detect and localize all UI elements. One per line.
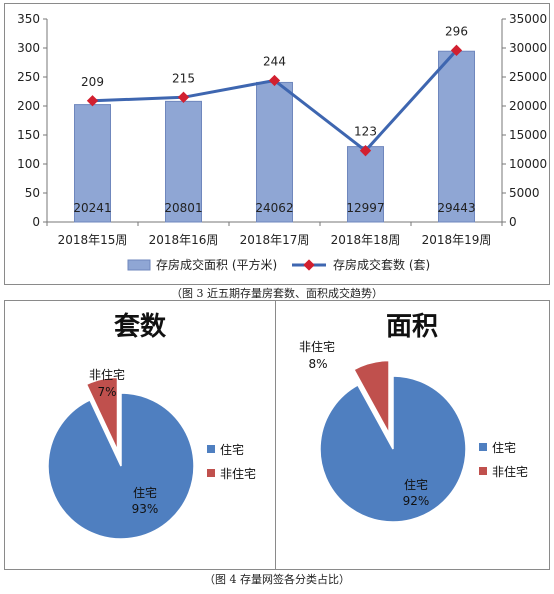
y-tick-label-right: 5000: [509, 186, 540, 200]
line-value-label: 215: [172, 71, 195, 85]
legend-swatch: [207, 445, 215, 453]
y-tick-label-left: 0: [32, 215, 40, 229]
pie-slice-nonresidential: [352, 359, 390, 434]
combo-chart-panel: 0 50 100 150 200 250 300 350 0 5000 10000 15000 2000…: [4, 3, 550, 285]
y-tick-label-right: 0: [509, 215, 517, 229]
x-tick-label: 2018年16周: [149, 233, 219, 247]
y-tick-label-right: 20000: [509, 99, 547, 113]
bar-value-label: 12997: [346, 201, 384, 215]
y-tick-label-right: 15000: [509, 128, 547, 142]
y-tick-label-left: 50: [25, 186, 40, 200]
y-tick-label-left: 250: [17, 70, 40, 84]
legend-label: 非住宅: [492, 464, 528, 479]
x-tick-label: 2018年17周: [240, 233, 310, 247]
slice-name-label: 住宅: [404, 477, 428, 492]
legend-bar-label: 存房成交面积 (平方米): [156, 257, 277, 272]
legend-label: 住宅: [492, 440, 516, 455]
slice-percent-label: 92%: [403, 494, 430, 508]
panel-divider: [275, 300, 276, 568]
slice-name-label: 非住宅: [89, 367, 125, 382]
bar-value-label: 20801: [164, 201, 202, 215]
line-point: [450, 44, 463, 56]
pie-slice-nonresidential: [85, 376, 119, 451]
x-tick-label: 2018年15周: [58, 233, 128, 247]
pie-title: 套数: [114, 312, 167, 342]
y-tick-label-left: 200: [17, 99, 40, 113]
legend-line-label: 存房成交套数 (套): [333, 257, 430, 272]
legend-swatch: [479, 467, 487, 475]
x-tick-label: 2018年19周: [422, 233, 492, 247]
bar: [347, 146, 384, 223]
pie-slice-residential: [47, 392, 195, 540]
y-tick-label-left: 100: [17, 157, 40, 171]
y-tick-label-right: 35000: [509, 12, 547, 26]
pie-title: 面积: [386, 312, 438, 342]
bar-value-label: 20241: [73, 201, 111, 215]
y-tick-label-right: 30000: [509, 41, 547, 55]
line-point: [359, 145, 372, 157]
combo-chart: 0 50 100 150 200 250 300 350 0 5000 10000 15000 2000…: [17, 12, 547, 272]
bar-value-label: 29443: [437, 201, 475, 215]
y-tick-label-left: 300: [17, 41, 40, 55]
bar: [165, 100, 202, 223]
slice-name-label: 住宅: [133, 485, 157, 500]
pie-panel-area: 面积 住宅 92% 非住宅 8% 住宅 非住宅: [275, 300, 550, 570]
x-tick-label: 2018年18周: [331, 233, 401, 247]
legend-bar-swatch: [127, 259, 151, 271]
y-tick-label-right: 25000: [509, 70, 547, 84]
y-tick-label-left: 150: [17, 128, 40, 142]
figure-4-caption: （图 4 存量网签各分类占比）: [204, 573, 350, 586]
line-value-label: 209: [81, 75, 104, 89]
slice-name-label: 非住宅: [299, 339, 335, 354]
bar-value-label: 24062: [255, 201, 293, 215]
pie-slice-residential: [319, 375, 467, 523]
bar: [438, 50, 475, 223]
pie-panel-count: 套数 住宅 93% 非住宅 7% 住宅 非住宅: [4, 300, 276, 570]
figure-3-caption: （图 3 近五期存量房套数、面积成交趋势）: [171, 287, 383, 300]
slice-percent-label: 93%: [132, 502, 159, 516]
legend-label: 住宅: [220, 442, 244, 457]
legend-label: 非住宅: [220, 466, 256, 481]
y-tick-label-left: 350: [17, 12, 40, 26]
y-tick-label-right: 10000: [509, 157, 547, 171]
legend-swatch: [207, 469, 215, 477]
line-value-label: 123: [354, 125, 377, 139]
legend-swatch: [479, 443, 487, 451]
line-value-label: 244: [263, 54, 286, 68]
legend-line-marker: [303, 259, 315, 271]
slice-percent-label: 8%: [308, 357, 327, 371]
slice-percent-label: 7%: [97, 385, 116, 399]
bar: [256, 81, 293, 223]
line-value-label: 296: [445, 24, 468, 38]
